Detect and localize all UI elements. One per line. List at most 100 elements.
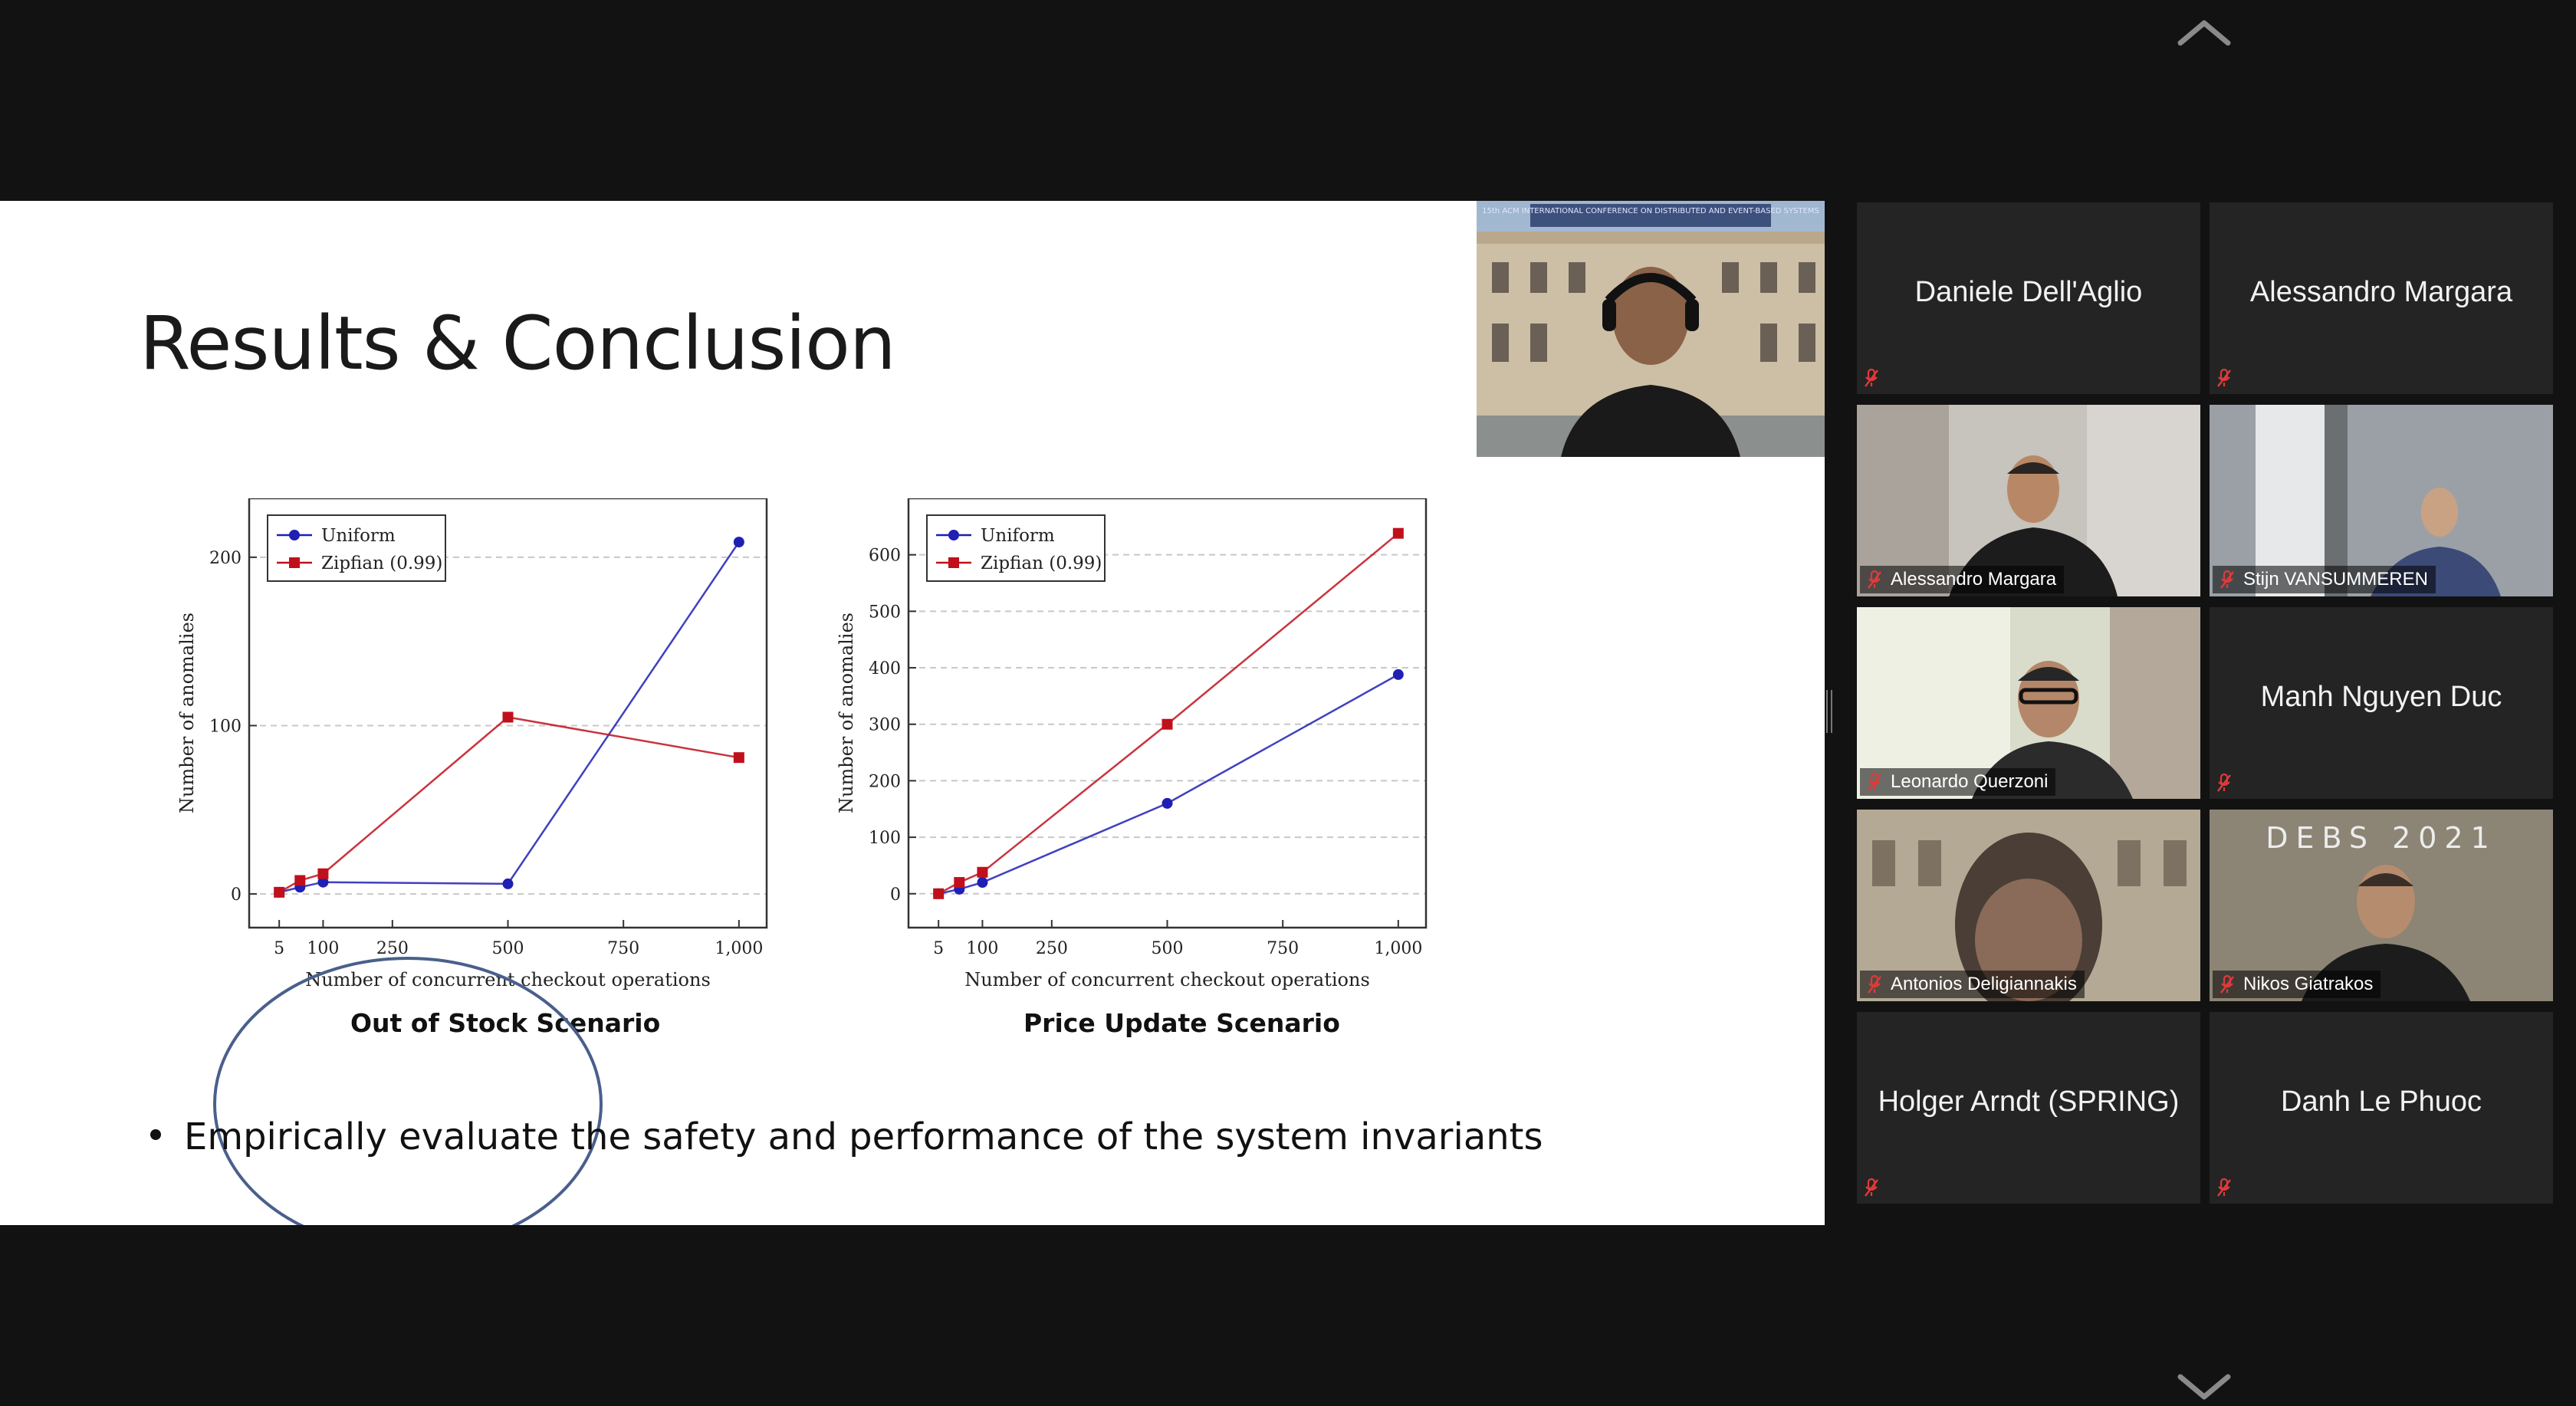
bullet-text: Empirically evaluate the safety and perf…	[184, 1115, 1543, 1158]
participant-tile[interactable]: Holger Arndt (SPRING)	[1857, 1012, 2200, 1204]
legend-label: Zipfian (0.99)	[321, 554, 442, 573]
legend-marker	[948, 557, 959, 568]
legend-marker	[948, 530, 959, 540]
out-of-stock-chart-svg: 0 100 200 5 100 250 500 750 1,000 Uniform Zipfian …	[176, 497, 768, 990]
muted-mic-icon	[1866, 772, 1883, 792]
x-axis-label: Number of concurrent checkout operations	[964, 969, 1370, 990]
x-tick-label: 5	[933, 939, 944, 958]
legend-box	[926, 514, 1106, 582]
data-point	[502, 711, 514, 723]
annotation-ellipse	[213, 957, 603, 1225]
participant-label: Leonardo Querzoni	[1860, 768, 2056, 796]
legend-marker	[289, 557, 300, 568]
participant-video	[2210, 405, 2553, 596]
y-axis-label: Number of anomalies	[836, 613, 857, 813]
data-point	[933, 888, 945, 899]
participant-label: Nikos Giatrakos	[2213, 971, 2381, 998]
participant-video-tile[interactable]: Alessandro Margara	[1857, 405, 2200, 596]
participant-name: Nikos Giatrakos	[2243, 974, 2374, 994]
data-point	[1392, 527, 1404, 539]
y-tick-label: 500	[869, 603, 901, 622]
data-point	[733, 752, 744, 764]
y-axis-label: Number of anomalies	[176, 613, 198, 813]
participant-label: Antonios Deligiannakis	[1860, 971, 2085, 998]
muted-mic-icon	[2216, 773, 2233, 793]
y-tick-label: 400	[869, 659, 901, 678]
participant-video-tile[interactable]: Antonios Deligiannakis	[1857, 810, 2200, 1001]
participant-name: Alessandro Margara	[1891, 569, 2057, 590]
data-point	[954, 877, 965, 889]
y-tick-label: 600	[869, 547, 901, 566]
background-text: DEBS 2021	[2266, 821, 2497, 855]
series-line	[938, 673, 1399, 895]
bullet-dot-icon	[150, 1129, 161, 1140]
muted-mic-icon	[1866, 974, 1883, 994]
price-update-scenario-label: Price Update Scenario	[1024, 1008, 1340, 1038]
legend-label: Uniform	[981, 526, 1055, 546]
data-point	[1162, 797, 1173, 809]
data-point	[294, 875, 306, 886]
legend-box	[267, 514, 446, 582]
legend-marker	[289, 530, 300, 540]
data-point	[733, 537, 744, 548]
participant-tile[interactable]: Daniele Dell'Aglio	[1857, 202, 2200, 394]
price-update-chart-svg: 0 100 200 300 400 500 600 5 100 250 500 750 1,000 Uni…	[836, 497, 1428, 990]
participant-label: Alessandro Margara	[1860, 566, 2065, 593]
out-of-stock-chart: 0 100 200 5 100 250 500 750 1,000 Uniform Zipfian …	[161, 497, 797, 1027]
data-point	[274, 886, 285, 898]
plot-frame	[907, 497, 1428, 929]
x-tick-label: 5	[274, 939, 284, 958]
price-update-chart: 0 100 200 300 400 500 600 5 100 250 500 750 1,000 Uni…	[820, 497, 1457, 1027]
speaker-video[interactable]: 15th ACM INTERNATIONAL CONFERENCE ON DIS…	[1477, 201, 1825, 457]
participant-tile[interactable]: Manh Nguyen Duc	[2210, 607, 2553, 799]
x-tick-label: 750	[607, 939, 639, 958]
x-tick-label: 250	[376, 939, 409, 958]
x-tick-label: 500	[1152, 939, 1184, 958]
y-tick-label: 0	[890, 885, 901, 905]
participant-name: Manh Nguyen Duc	[2260, 681, 2502, 713]
plot-frame	[248, 497, 768, 929]
slide-title: Results & Conclusion	[140, 301, 896, 386]
y-tick-label: 100	[209, 717, 242, 736]
y-tick-label: 100	[869, 829, 901, 848]
legend-label: Uniform	[321, 526, 396, 546]
participant-video: DEBS 2021	[2210, 810, 2553, 1001]
participant-tile[interactable]: Alessandro Margara	[2210, 202, 2553, 394]
speaker-video-frame: 15th ACM INTERNATIONAL CONFERENCE ON DIS…	[1477, 201, 1825, 457]
muted-mic-icon	[2219, 570, 2236, 590]
x-tick-label: 500	[492, 939, 524, 958]
participant-video-tile[interactable]: Leonardo Querzoni	[1857, 607, 2200, 799]
participant-name: Antonios Deligiannakis	[1891, 974, 2077, 994]
participant-tile[interactable]: Danh Le Phuoc	[2210, 1012, 2553, 1204]
data-point	[1162, 718, 1173, 730]
participant-video-tile-active[interactable]: Stijn VANSUMMEREN	[2210, 405, 2553, 596]
x-tick-label: 1,000	[1374, 939, 1422, 958]
data-point	[977, 877, 988, 889]
out-of-stock-scenario-label: Out of Stock Scenario	[350, 1008, 661, 1038]
data-point	[1392, 669, 1404, 680]
participant-video-tile[interactable]: DEBS 2021 Nikos Giatrakos	[2210, 810, 2553, 1001]
data-point	[977, 866, 988, 878]
muted-mic-icon	[1866, 570, 1883, 590]
x-tick-label: 750	[1267, 939, 1299, 958]
participant-video	[1857, 810, 2200, 1001]
data-point	[317, 876, 329, 888]
panel-resize-handle[interactable]	[1826, 690, 1832, 733]
conference-banner: 15th ACM INTERNATIONAL CONFERENCE ON DIS…	[1482, 207, 1819, 215]
shared-screen-slide: Results & Conclusion 0 100 200 5 100 250 500 75…	[0, 201, 1825, 1225]
bullet-item: Empirically evaluate the safety and perf…	[150, 1115, 1543, 1158]
participant-name: Danh Le Phuoc	[2281, 1086, 2482, 1118]
participant-name: Leonardo Querzoni	[1891, 771, 2049, 792]
muted-mic-icon	[2219, 974, 2236, 994]
muted-mic-icon	[2216, 1178, 2233, 1197]
participant-label: Stijn VANSUMMEREN	[2213, 566, 2436, 593]
chevron-down-icon[interactable]	[2177, 1372, 2231, 1403]
y-tick-label: 0	[231, 885, 242, 905]
y-tick-label: 200	[209, 549, 242, 568]
x-tick-label: 1,000	[715, 939, 763, 958]
x-tick-label: 100	[966, 939, 998, 958]
y-tick-label: 300	[869, 716, 901, 735]
chevron-up-icon[interactable]	[2177, 17, 2231, 48]
data-point	[502, 878, 514, 889]
participant-name: Holger Arndt (SPRING)	[1878, 1086, 2180, 1118]
